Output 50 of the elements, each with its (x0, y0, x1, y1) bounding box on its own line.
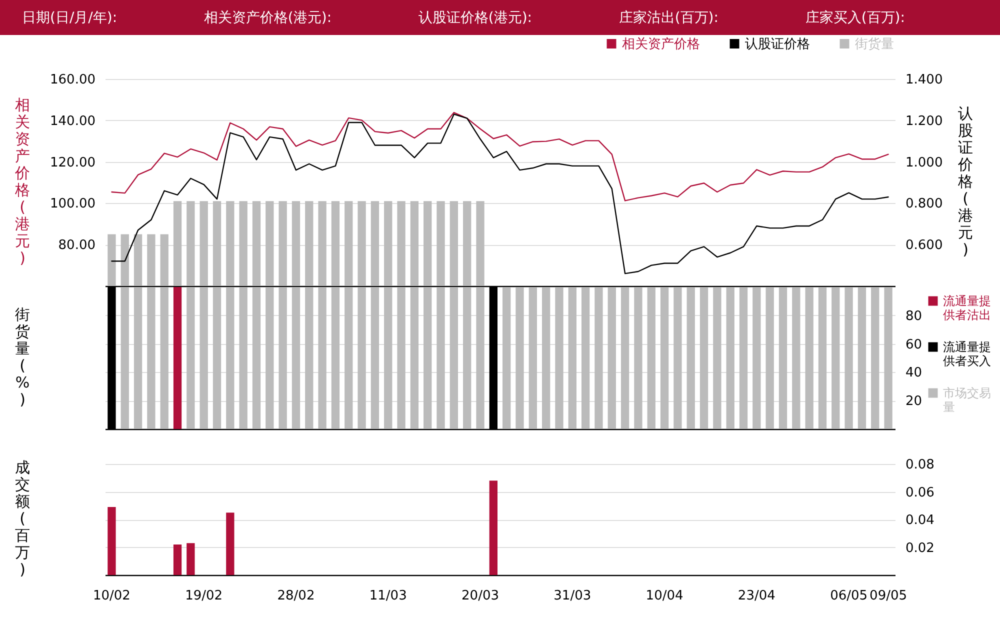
x-tick-label: 20/03 (462, 588, 499, 604)
y-tick-label: 0.04 (906, 513, 934, 528)
y-tick-label: 140.00 (50, 114, 96, 129)
text: 日期(日/月/年): (22, 8, 118, 26)
bar (226, 512, 234, 575)
bar (108, 507, 116, 575)
text: 庄家买入(百万): (805, 8, 905, 26)
x-tick-label: 09/05 (870, 588, 908, 604)
y-axis-title: 成交额(百万) (15, 458, 30, 578)
y-tick-label: 100.00 (50, 196, 96, 212)
y2-tick-label: 0.800 (906, 196, 943, 212)
y-tick-label: 160.00 (50, 72, 96, 88)
text: 庄家沽出(百万): (618, 8, 718, 26)
y2-tick-label: 1.200 (906, 114, 943, 129)
x-tick-label: 06/05 (830, 588, 868, 604)
legend-label: 相关资产价格 (622, 36, 700, 52)
text: 认股证价格(港元): (418, 8, 532, 26)
x-tick-label: 10/04 (646, 588, 684, 604)
line-series (111, 112, 889, 202)
x-tick-label: 10/02 (92, 588, 130, 604)
x-tick-label: 28/02 (277, 588, 315, 604)
bar (186, 543, 195, 575)
x-tick-label: 31/03 (554, 588, 592, 604)
y-axis-title: 街货量(%) (15, 306, 30, 408)
legend-label: 认股证价格 (745, 36, 810, 52)
legend-label: 流通量提供者买入 (943, 340, 991, 368)
text: 相关资产价格(港元) (15, 96, 30, 267)
x-tick-label: 19/02 (185, 588, 223, 604)
legend-label: 流通量提供者沽出 (943, 294, 991, 322)
y2-tick-label: 1.400 (906, 72, 943, 88)
y2-tick-label: 0.600 (906, 238, 943, 254)
bar (489, 480, 498, 575)
y-tick-label: 20 (906, 394, 922, 410)
text: 认股证价格(港元) (958, 104, 973, 258)
line-series (111, 114, 889, 274)
y-tick-label: 80.00 (58, 238, 96, 254)
y-tick-label: 0.06 (906, 485, 934, 500)
y-tick-label: 40 (906, 366, 922, 381)
text: 相关资产价格(港元): (204, 8, 332, 26)
y-tick-label: 60 (906, 337, 922, 352)
y2-tick-label: 1.000 (906, 155, 943, 170)
y-tick-label: 0.02 (906, 540, 934, 556)
y-tick-label: 120.00 (50, 155, 96, 170)
x-tick-label: 23/04 (738, 588, 776, 604)
legend-label: 市场交易量 (943, 386, 991, 414)
legend-label: 街货量 (855, 36, 894, 52)
bar (173, 544, 182, 575)
x-tick-label: 11/03 (369, 588, 407, 604)
y-tick-label: 80 (906, 308, 922, 324)
y-tick-label: 0.08 (906, 458, 934, 472)
